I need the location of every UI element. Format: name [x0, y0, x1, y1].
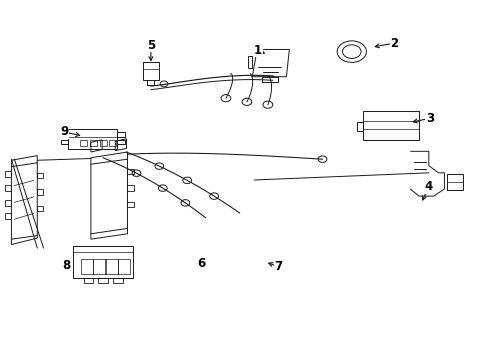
- Bar: [81, 259, 93, 274]
- Bar: [80, 140, 87, 146]
- Text: 7: 7: [274, 260, 282, 273]
- Text: 9: 9: [60, 125, 68, 139]
- Bar: [68, 129, 117, 149]
- Bar: [118, 259, 130, 274]
- Bar: [447, 174, 462, 190]
- Bar: [73, 246, 133, 278]
- Text: 6: 6: [197, 257, 205, 270]
- Text: 4: 4: [424, 180, 432, 193]
- Bar: [90, 140, 97, 146]
- Text: 5: 5: [146, 39, 155, 52]
- Text: 1: 1: [254, 44, 262, 57]
- Text: 8: 8: [62, 259, 70, 272]
- Bar: [93, 259, 105, 274]
- Bar: [100, 140, 106, 146]
- Text: 3: 3: [425, 112, 433, 125]
- Bar: [109, 140, 116, 146]
- Bar: [143, 62, 158, 80]
- Bar: [362, 111, 418, 140]
- Bar: [105, 259, 118, 274]
- Text: 2: 2: [390, 36, 398, 50]
